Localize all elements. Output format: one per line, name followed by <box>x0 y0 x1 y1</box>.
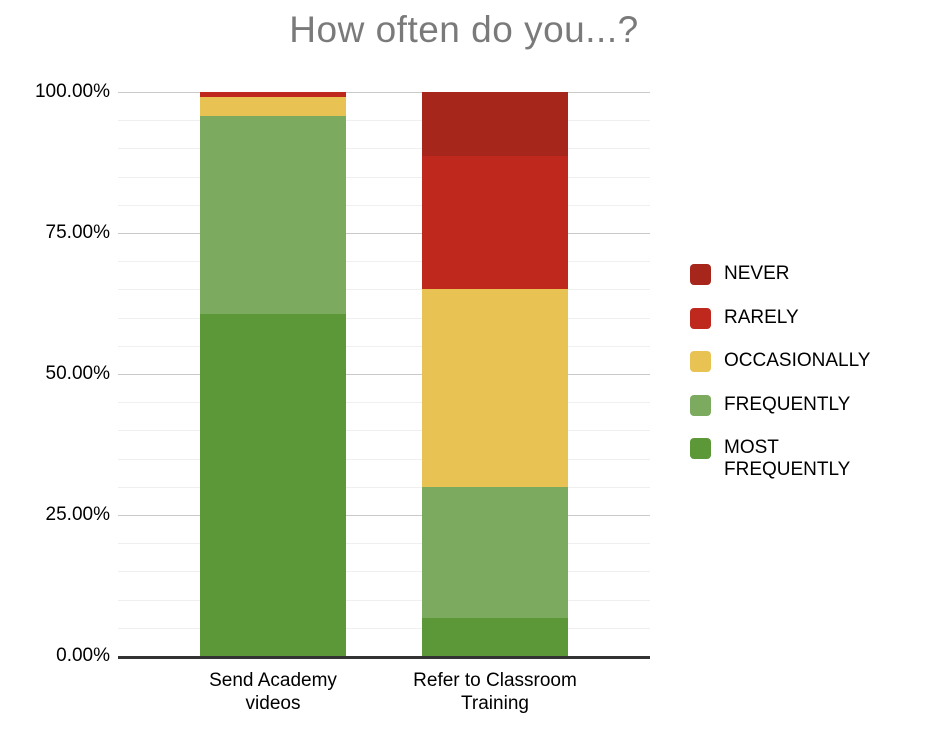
legend-label: MOST FREQUENTLY <box>724 437 850 481</box>
gridline-major <box>118 233 650 234</box>
legend-label-line: FREQUENTLY <box>724 393 851 415</box>
legend-item-rarely: RARELY <box>690 307 799 329</box>
bar-segment-occasionally <box>422 289 568 487</box>
gridline-minor <box>118 627 650 629</box>
bar-segment-rarely <box>200 92 346 98</box>
gridline-minor <box>118 120 650 122</box>
y-tick-label: 0.00% <box>56 645 110 666</box>
legend-label-line: RARELY <box>724 306 799 328</box>
gridline-minor <box>118 148 650 150</box>
y-tick-label: 25.00% <box>45 504 110 525</box>
chart-title: How often do you...? <box>289 9 639 50</box>
legend-label-line: MOST <box>724 437 779 458</box>
legend-label: OCCASIONALLY <box>724 350 870 372</box>
gridline-minor <box>118 458 650 460</box>
legend-item-occasionally: OCCASIONALLY <box>690 350 870 372</box>
legend-label: RARELY <box>724 307 799 329</box>
x-axis-line <box>118 655 650 659</box>
legend-label: NEVER <box>724 263 789 285</box>
gridline-major <box>118 515 650 516</box>
gridline-major <box>118 374 650 375</box>
y-tick-label: 50.00% <box>45 363 110 384</box>
category-label-line: Send Academy <box>209 670 337 691</box>
legend-label-line: FREQUENTLY <box>724 459 851 480</box>
gridline-major <box>118 92 650 93</box>
gridline-minor <box>118 204 650 206</box>
gridline-minor <box>118 261 650 263</box>
legend-swatch <box>690 438 711 459</box>
category-label-line: Refer to Classroom <box>413 670 577 691</box>
gridline-minor <box>118 289 650 291</box>
gridline-minor <box>118 176 650 178</box>
y-tick-label: 75.00% <box>45 222 110 243</box>
legend-label-line: OCCASIONALLY <box>724 350 871 371</box>
legend-label: FREQUENTLY <box>724 394 850 416</box>
gridline-minor <box>118 430 650 432</box>
gridline-minor <box>118 599 650 601</box>
legend-swatch <box>690 264 711 285</box>
category-label-line: Training <box>461 693 529 714</box>
legend-item-frequently: FREQUENTLY <box>690 394 850 416</box>
category-label-refer-to-classroom-training: Refer to Classroom Training <box>380 669 610 715</box>
gridline-minor <box>118 345 650 347</box>
bar-segment-frequently <box>422 486 568 619</box>
gridline-minor <box>118 486 650 488</box>
gridline-minor <box>118 402 650 404</box>
y-tick-label: 100.00% <box>34 81 110 102</box>
bar-segment-occasionally <box>200 97 346 117</box>
category-label-line: videos <box>245 693 301 714</box>
legend-swatch <box>690 394 711 416</box>
gridline-minor <box>118 543 650 545</box>
legend-swatch <box>690 307 711 329</box>
bar-segment-never <box>422 92 568 156</box>
legend-swatch <box>690 351 711 372</box>
gridline-minor <box>118 571 650 573</box>
bar-segment-most-frequently <box>422 618 568 656</box>
legend-item-never: NEVER <box>690 263 789 285</box>
bar-segment-rarely <box>422 155 568 290</box>
legend-label-line: NEVER <box>724 263 790 284</box>
bar-segment-frequently <box>200 116 346 314</box>
category-label-send-academy-videos: Send Academy videos <box>158 669 388 715</box>
gridline-minor <box>118 317 650 319</box>
legend-item-most-frequently: MOST FREQUENTLY <box>690 437 850 481</box>
bar-segment-most-frequently <box>200 313 346 656</box>
